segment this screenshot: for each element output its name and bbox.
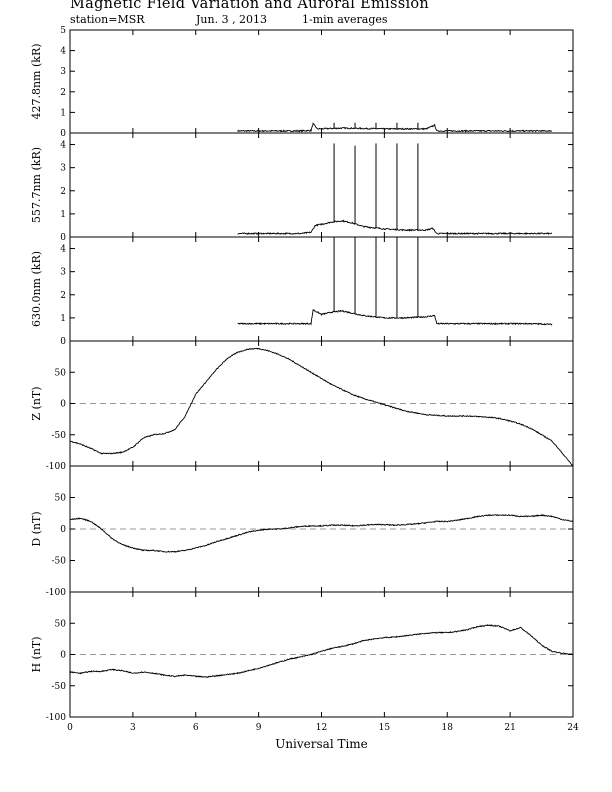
y-tick-label: 2 [60, 187, 66, 197]
panel-frame [69, 236, 574, 342]
x-tick-label: 6 [193, 723, 199, 733]
series-line [69, 347, 574, 467]
y-tick-label: 50 [55, 494, 67, 504]
y-tick-label: 4 [60, 141, 66, 151]
panel-4: -100 -50 0 50 Z (nT) [30, 340, 574, 472]
y-tick-label: 4 [60, 245, 66, 255]
averaging-label: 1-min averages [302, 13, 388, 26]
y-axis-label: 427.8nm (kR) [30, 43, 43, 119]
y-tick-label: 0 [60, 337, 66, 347]
y-tick-label: 3 [60, 164, 66, 174]
y-tick-label: 1 [60, 210, 66, 220]
panel-frame [69, 132, 574, 238]
y-tick-label: 3 [60, 268, 66, 278]
series-line [237, 219, 553, 236]
panel-frame [69, 29, 574, 134]
panel-6: -100 -50 0 50 H (nT) [30, 591, 574, 723]
x-axis-label: Universal Time [275, 737, 368, 751]
y-axis-label: 557.7nm (kR) [30, 147, 43, 223]
x-tick-label: 21 [504, 723, 515, 733]
x-tick-label: 9 [256, 723, 262, 733]
panel-3: 0 1 2 3 4 630.0nm (kR) [30, 236, 574, 347]
y-axis-label: D (nT) [30, 511, 43, 546]
x-tick-label: 18 [442, 723, 454, 733]
series-line [69, 514, 574, 553]
y-axis-label: H (nT) [30, 636, 43, 672]
y-tick-label: 1 [60, 108, 66, 118]
y-tick-label: 0 [60, 129, 66, 139]
y-tick-label: -100 [46, 713, 66, 723]
date-label: Jun. 3 , 2013 [196, 13, 268, 26]
y-tick-label: -50 [52, 557, 67, 567]
y-axis-label: 630.0nm (kR) [30, 251, 43, 327]
panel-2: 0 1 2 3 4 557.7nm (kR) [30, 132, 574, 243]
x-tick-label: 3 [130, 723, 136, 733]
y-tick-label: -100 [46, 462, 66, 472]
x-tick-label: 24 [567, 723, 579, 733]
x-tick-label: 12 [316, 723, 327, 733]
y-tick-label: -50 [52, 431, 67, 441]
series-line [69, 624, 574, 678]
y-tick-label: 0 [60, 525, 66, 535]
panel-5: -100 -50 0 50 D (nT) [30, 465, 574, 598]
y-tick-label: -100 [46, 588, 66, 598]
chart-title: Magnetic Field Variation and Auroral Emi… [70, 0, 430, 12]
series-line [237, 308, 553, 326]
x-tick-label: 15 [379, 723, 391, 733]
y-tick-label: 0 [60, 400, 66, 410]
series-line [237, 122, 553, 133]
y-axis-label: Z (nT) [30, 386, 43, 420]
y-tick-label: 0 [60, 651, 66, 661]
panel-1: 0 1 2 3 4 5 427.8nm (kR) [30, 26, 574, 139]
y-tick-label: 2 [60, 291, 66, 301]
y-tick-label: 0 [60, 233, 66, 243]
station-label: station=MSR [70, 13, 145, 26]
y-tick-label: 2 [60, 88, 66, 98]
y-tick-label: 5 [60, 26, 66, 36]
y-tick-label: 4 [60, 47, 66, 57]
y-tick-label: -50 [52, 682, 67, 692]
x-tick-label: 0 [67, 723, 73, 733]
y-tick-label: 1 [60, 314, 66, 324]
y-tick-label: 3 [60, 67, 66, 77]
y-tick-label: 50 [55, 368, 67, 378]
y-tick-label: 50 [55, 619, 67, 629]
